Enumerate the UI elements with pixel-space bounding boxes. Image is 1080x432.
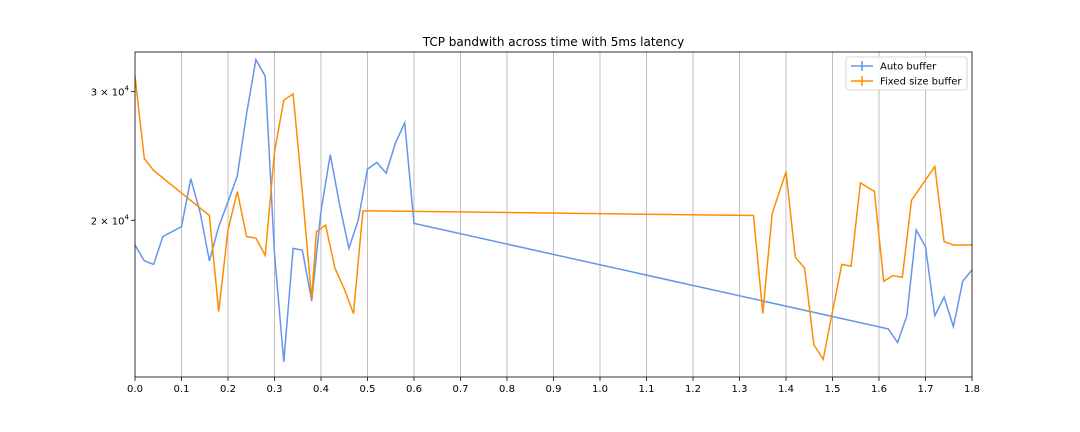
x-tick-label: 1.3 bbox=[732, 384, 748, 395]
y-axis: 3 × 104 2 × 104 bbox=[91, 85, 135, 227]
series-line-fixed-size-buffer bbox=[135, 76, 972, 362]
x-axis: 0.0 0.1 0.2 0.3 0.4 0.5 0.6 0.7 0.8 0.9 1.0 1.1 1.2 1… bbox=[127, 377, 980, 395]
legend: Auto buffer Fixed size buffer bbox=[845, 56, 968, 91]
x-tick-label: 0.4 bbox=[313, 384, 329, 395]
x-tick-label: 1.5 bbox=[825, 384, 841, 395]
x-tick-label: 1.1 bbox=[639, 384, 655, 395]
series-layer bbox=[135, 57, 972, 362]
x-tick-label: 0.6 bbox=[406, 384, 422, 395]
x-gridlines bbox=[181, 52, 926, 377]
x-tick-label: 0.1 bbox=[174, 384, 190, 395]
x-tick-label: 1.0 bbox=[592, 384, 608, 395]
x-tick-label: 1.2 bbox=[685, 384, 701, 395]
x-tick-label: 1.8 bbox=[964, 384, 980, 395]
x-tick-label: 0.5 bbox=[360, 384, 376, 395]
legend-label: Fixed size buffer bbox=[880, 77, 962, 88]
legend-label: Auto buffer bbox=[880, 62, 937, 73]
chart-title: TCP bandwith across time with 5ms latenc… bbox=[422, 35, 684, 49]
x-tick-label: 0.8 bbox=[499, 384, 515, 395]
x-tick-label: 0.7 bbox=[453, 384, 469, 395]
x-tick-label: 0.2 bbox=[220, 384, 236, 395]
x-tick-label: 1.4 bbox=[778, 384, 794, 395]
x-tick-label: 1.7 bbox=[918, 384, 934, 395]
y-tick-label: 2 × 104 bbox=[91, 213, 130, 227]
x-tick-label: 0.9 bbox=[546, 384, 562, 395]
x-tick-label: 1.6 bbox=[871, 384, 887, 395]
y-tick-label: 3 × 104 bbox=[91, 85, 130, 99]
x-tick-label: 0.0 bbox=[127, 384, 143, 395]
series-line-auto-buffer bbox=[135, 57, 972, 362]
legend-box bbox=[845, 56, 968, 91]
x-tick-label: 0.3 bbox=[267, 384, 283, 395]
